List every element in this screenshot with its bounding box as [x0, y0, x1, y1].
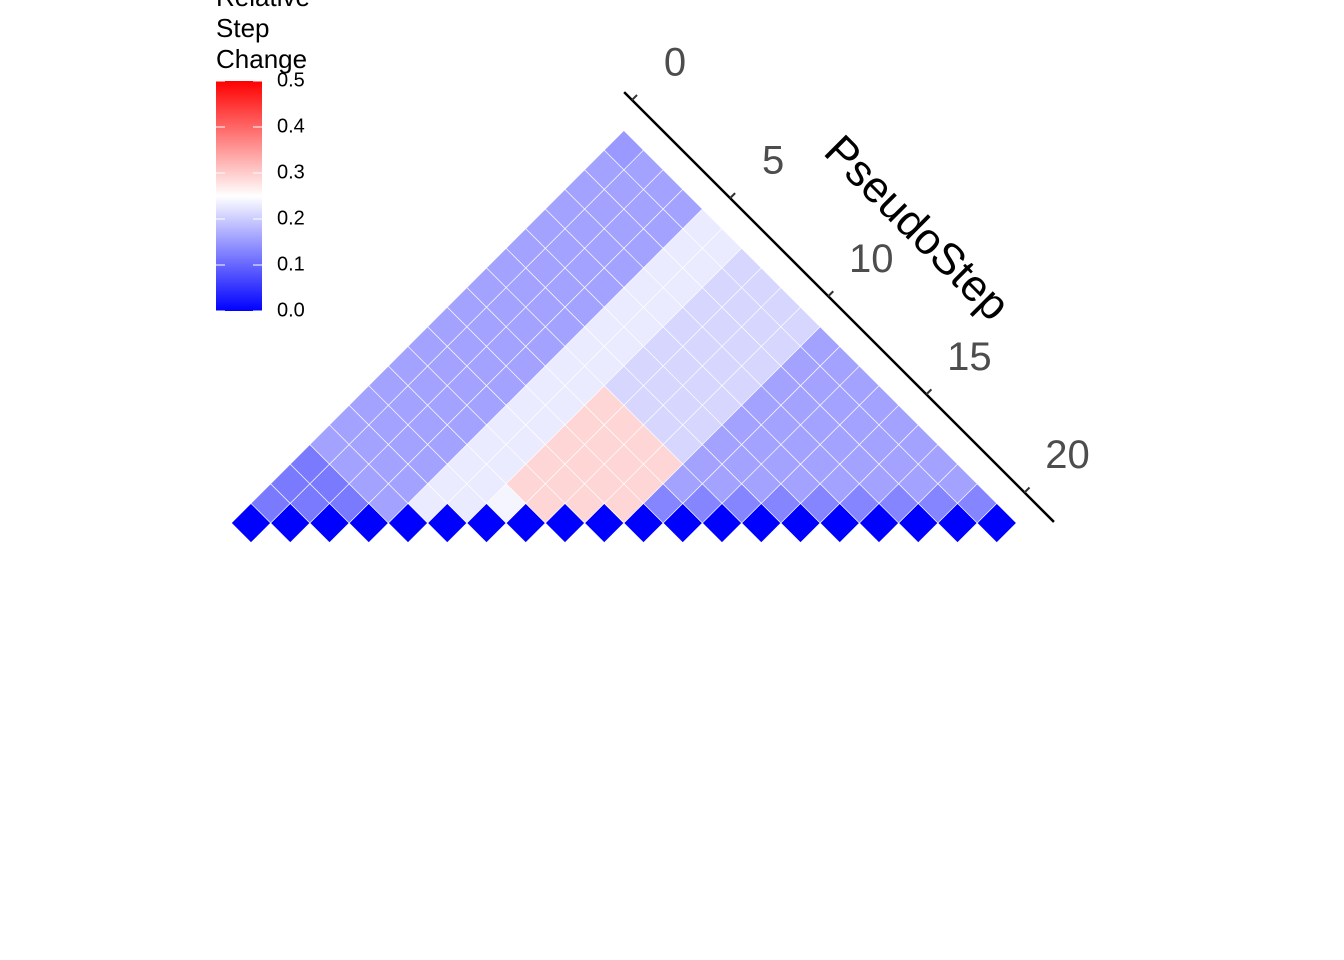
- colorbar-label: 0.4: [277, 115, 305, 137]
- tick-mark: [729, 192, 736, 199]
- colorbar-label: 0.5: [277, 69, 305, 91]
- tick-label: 20: [1045, 433, 1090, 477]
- tick-mark: [1023, 486, 1031, 494]
- colorbar: [216, 81, 262, 311]
- colorbar-label: 0.3: [277, 161, 305, 183]
- axis-title: PseudoStep: [815, 126, 1019, 330]
- colorbar-label: 0.2: [277, 207, 305, 229]
- tick-label: 5: [762, 139, 784, 183]
- tick-label: 15: [947, 335, 992, 379]
- tick-mark: [827, 290, 834, 297]
- tick-mark: [925, 388, 933, 396]
- heatmap-cell: [603, 130, 644, 171]
- colorbar-label: 0.0: [277, 299, 305, 321]
- legend-title: Relative Step Change: [216, 0, 310, 74]
- tick-mark: [631, 94, 638, 101]
- colorbar-label: 0.1: [277, 253, 305, 275]
- tick-label: 0: [664, 41, 686, 85]
- tick-label: 10: [849, 237, 894, 281]
- axis-line: [623, 91, 1055, 523]
